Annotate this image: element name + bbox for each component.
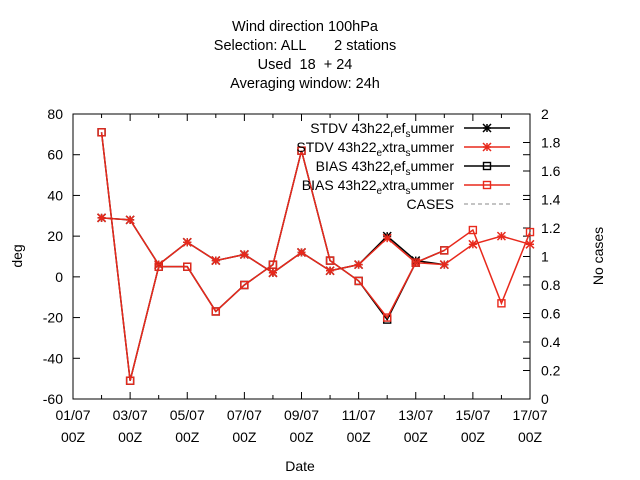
x-tick-label-hour: 00Z (61, 429, 86, 445)
legend-marker (482, 123, 492, 133)
title-line: Wind direction 100hPa (232, 19, 379, 35)
y2-tick-label: 0.8 (541, 277, 561, 293)
title-line: Selection: ALL 2 stations (214, 38, 396, 54)
x-tick-label-hour: 00Z (461, 429, 486, 445)
series-point (468, 225, 478, 235)
axis-ticks: -60 -40 -20 0 20 40 60 80 0 0.2 0.4 0.6 0.8 1 1.2 1.4 1.… (43, 106, 561, 445)
x-tick-label-date: 17/07 (512, 407, 547, 423)
y2-tick-label: 2 (541, 106, 549, 122)
x-tick-label-date: 13/07 (398, 407, 433, 423)
series-point (497, 299, 506, 308)
y-tick-label: -40 (43, 350, 63, 366)
series-point (240, 280, 249, 290)
legend-label: BIAS 43h22extrasummer (302, 177, 455, 197)
x-tick-label-hour: 00Z (404, 429, 429, 445)
y2-tick-label: 1.2 (541, 220, 561, 236)
series-point (154, 262, 163, 271)
y2-tick-label: 0.2 (541, 363, 561, 379)
x-tick-label-hour: 00Z (118, 429, 143, 445)
title-line: Averaging window: 24h (230, 76, 380, 92)
x-tick-label-hour: 00Z (289, 429, 314, 445)
y2-tick-label: 1 (541, 249, 549, 265)
y-tick-label: 20 (47, 228, 63, 244)
y-tick-label: 60 (47, 147, 63, 163)
series-point (182, 237, 192, 247)
y2-tick-label: 0.6 (541, 306, 561, 322)
legend-marker (482, 180, 492, 190)
plot-frame (72, 113, 531, 400)
series-point (268, 260, 278, 269)
series-point (468, 239, 478, 249)
series-point (125, 376, 135, 385)
series-point (211, 256, 221, 266)
series-group (97, 128, 535, 385)
series-point (354, 276, 363, 286)
series-point (125, 215, 135, 225)
title-line: Used 18 + 24 (258, 57, 353, 73)
y2-tick-label: 1.8 (541, 135, 561, 151)
y-tick-label: 40 (47, 187, 63, 203)
series-2 (97, 213, 535, 278)
series-point (382, 233, 392, 243)
y2-axis-label: No cases (590, 227, 606, 285)
x-tick-label-hour: 00Z (518, 429, 543, 445)
y2-tick-label: 0.4 (541, 334, 561, 350)
x-tick-label-date: 11/07 (342, 407, 376, 423)
x-tick-label-hour: 00Z (175, 429, 200, 445)
x-axis-label: Date (285, 458, 315, 474)
series-point (325, 266, 335, 276)
legend-marker (482, 142, 492, 152)
y-tick-label: 80 (47, 106, 63, 122)
y-axis-label: deg (9, 244, 25, 267)
y2-tick-label: 0 (541, 391, 549, 407)
y-tick-label: -60 (43, 391, 63, 407)
series-point (411, 258, 420, 267)
series-4 (97, 128, 535, 385)
x-tick-label-date: 07/07 (227, 407, 262, 423)
legend-label: STDV 43h22extrasummer (296, 139, 454, 159)
series-point (97, 128, 106, 137)
series-point (97, 213, 107, 223)
x-tick-label-date: 05/07 (170, 407, 205, 423)
x-tick-label-date: 03/07 (113, 407, 148, 423)
series-point (440, 246, 449, 255)
x-tick-label-date: 15/07 (455, 407, 490, 423)
series-point (211, 307, 221, 316)
x-tick-label-date: 01/07 (55, 407, 90, 423)
series-point (297, 146, 306, 155)
x-tick-label-date: 09/07 (284, 407, 319, 423)
x-tick-label-hour: 00Z (232, 429, 257, 445)
legend-label: BIAS 43h22refsummer (316, 158, 455, 178)
series-point (525, 239, 535, 249)
series-point (183, 262, 192, 271)
series-point (525, 227, 535, 237)
series-point (496, 231, 506, 241)
y2-tick-label: 1.6 (541, 163, 561, 179)
y-tick-label: 0 (55, 269, 63, 285)
legend-label: CASES (407, 196, 454, 212)
legend-marker (482, 161, 492, 171)
x-tick-label-hour: 00Z (347, 429, 372, 445)
series-point (268, 268, 278, 278)
series-point (439, 260, 449, 270)
series-line (100, 132, 531, 381)
series-point (325, 256, 335, 265)
y-tick-label: -20 (43, 310, 63, 326)
series-point (354, 260, 364, 270)
series-point (239, 249, 249, 259)
series-line (101, 217, 531, 274)
y2-tick-label: 1.4 (541, 192, 561, 208)
legend-label: STDV 43h22refsummer (310, 120, 454, 140)
series-point (296, 247, 307, 257)
chart-title: Wind direction 100hPa Selection: ALL 2 st… (214, 19, 396, 92)
series-point (382, 313, 392, 322)
